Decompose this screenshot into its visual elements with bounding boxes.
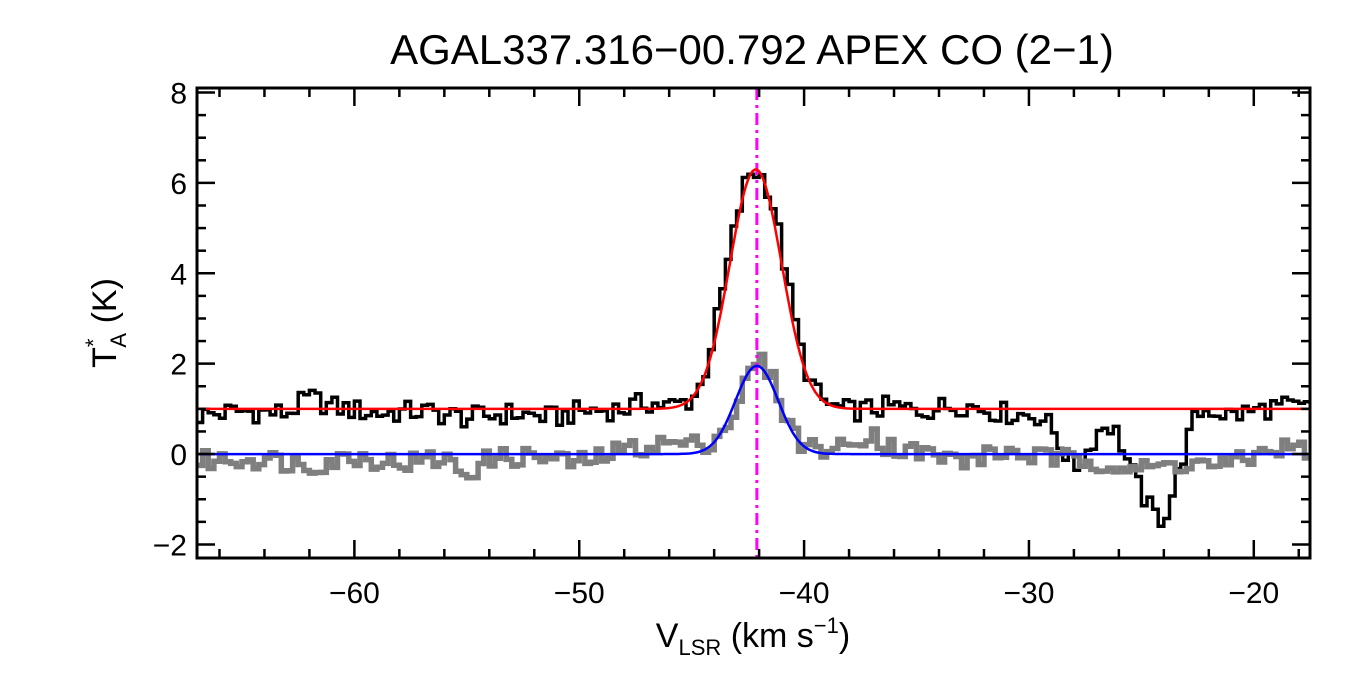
y-axis-label: T*A (K) <box>81 278 131 368</box>
x-tick-label: −50 <box>554 577 605 610</box>
y-axis-label-units: (K) <box>86 278 124 333</box>
plot-frame <box>195 86 1312 560</box>
x-axis-label-units-close: ) <box>839 617 850 655</box>
gaussian-fit-base-line <box>197 364 1308 456</box>
x-axis-label: VLSR (km s−1) <box>656 613 850 660</box>
x-tick-label: −30 <box>1003 577 1054 610</box>
x-tick-label: −60 <box>329 577 380 610</box>
y-tick-label: 6 <box>170 168 187 201</box>
y-tick-label: −2 <box>153 529 187 562</box>
y-axis-label-sup: * <box>81 338 106 347</box>
x-axis-label-main: V <box>656 617 679 655</box>
x-axis-label-sub: LSR <box>678 635 721 660</box>
plot-area <box>197 88 1310 558</box>
x-axis-label-units-sup: −1 <box>814 613 839 638</box>
y-tick-label: 8 <box>170 78 187 111</box>
gaussian-fit-offset-line <box>197 168 1308 411</box>
y-tick-label: 2 <box>170 349 187 382</box>
x-tick-label: −40 <box>779 577 830 610</box>
chart-title: AGAL337.316−00.792 APEX CO (2−1) <box>390 26 1114 73</box>
y-axis-label-sub: A <box>106 333 131 348</box>
x-axis-label-units: (km s <box>721 617 814 655</box>
y-tick-label: 4 <box>170 258 187 291</box>
y-axis-label-main: T <box>86 347 124 368</box>
spectrum-offset-line <box>197 172 1310 529</box>
x-tick-label: −20 <box>1228 577 1279 610</box>
y-tick-label: 0 <box>170 439 187 472</box>
